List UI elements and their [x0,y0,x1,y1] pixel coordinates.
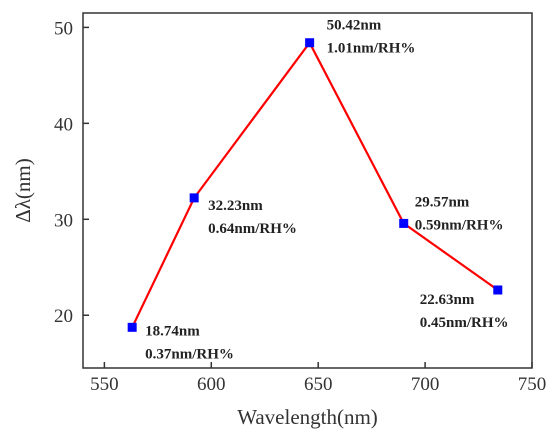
annotation-value: 32.23nm [208,198,263,214]
x-tick-label: 550 [90,374,119,395]
x-tick-label: 600 [197,374,226,395]
y-axis-label: Δλ(nm) [11,158,35,223]
y-tick-label: 30 [54,210,73,231]
data-point [305,38,315,48]
annotation-value: 22.63nm [420,292,475,308]
y-tick-label: 20 [54,306,73,327]
annotation-sensitivity: 0.64nm/RH% [208,221,297,237]
annotation-value: 29.57nm [415,194,470,210]
annotation-sensitivity: 0.45nm/RH% [420,315,509,331]
axis-ticks: 550 600 650 700 750 20 30 40 50 [54,18,546,395]
x-axis-label: Wavelength(nm) [237,405,378,429]
annotation-sensitivity: 0.37nm/RH% [145,346,234,362]
data-point [189,193,199,203]
data-markers [127,38,503,332]
annotation-sensitivity: 1.01nm/RH% [327,41,416,57]
annotations: 18.74nm 0.37nm/RH% 32.23nm 0.64nm/RH% 50.42n… [145,18,508,363]
data-point [127,322,137,332]
x-tick-label: 700 [411,374,440,395]
data-point [399,218,409,228]
series-line [131,40,499,328]
plot-frame [82,12,533,369]
x-tick-label: 650 [304,374,333,395]
annotation-sensitivity: 0.59nm/RH% [415,217,504,233]
x-tick-label: 750 [518,374,547,395]
annotation-value: 18.74nm [145,323,200,339]
y-tick-label: 40 [54,114,73,135]
data-point [493,285,503,295]
y-tick-label: 50 [54,18,73,39]
annotation-value: 50.42nm [327,18,382,34]
